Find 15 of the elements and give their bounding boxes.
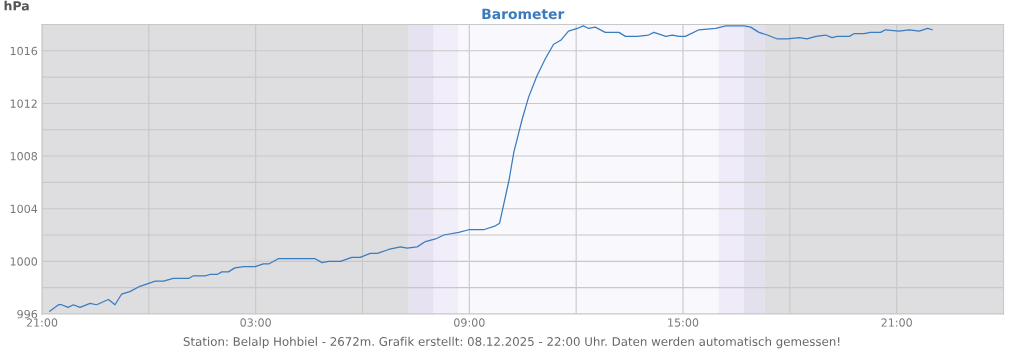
y-tick-label: 1008 <box>10 152 38 161</box>
x-tick-label: 09:00 <box>454 318 485 327</box>
x-tick-label: 03:00 <box>240 318 271 327</box>
y-tick-label: 996 <box>17 309 38 319</box>
x-tick-label: 21:00 <box>881 318 912 327</box>
y-tick-label: 1016 <box>10 46 38 56</box>
line-series <box>49 25 933 312</box>
y-tick-label: 1012 <box>10 99 37 108</box>
y-tick-label: 1004 <box>10 204 38 214</box>
y-tick-label: 1000 <box>10 257 38 266</box>
text: Station: Belalp Hohbiel - 2672m. Grafik erstellt: 08.12.2025 - 22:00 Uhr. Daten werden automatisch gemessen! <box>183 336 840 349</box>
chart-title: Barometer <box>482 8 565 20</box>
x-tick-label: 21:00 <box>26 318 58 327</box>
x-tick-label: 15:00 <box>668 318 699 327</box>
y-axis-title: hPa <box>4 0 29 11</box>
